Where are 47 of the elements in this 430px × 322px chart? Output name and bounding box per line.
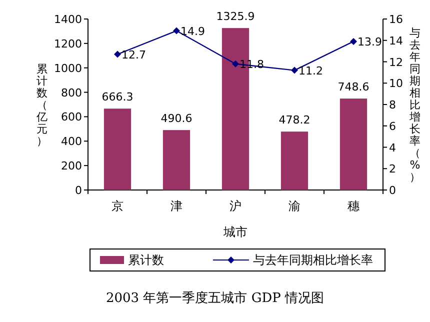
bar — [340, 98, 368, 190]
point — [173, 27, 180, 34]
y-tick-label: 1000 — [54, 62, 82, 75]
y2-tick-label: 8 — [389, 98, 396, 112]
x-tick-label: 穗 — [348, 199, 360, 213]
x-tick-label: 京 — [112, 199, 124, 213]
y2-tick-label: 6 — [389, 120, 396, 133]
y2-tick-label: 16 — [389, 13, 403, 26]
y2-tick-label: 14 — [389, 34, 403, 48]
x-tick-label: 津 — [170, 199, 182, 213]
point — [291, 66, 298, 74]
y2-tick-label: 10 — [389, 77, 403, 90]
legend-label: 累计数 — [128, 253, 164, 267]
x-axis-title: 城市 — [222, 225, 248, 239]
y2-tick-label: 2 — [389, 162, 396, 176]
y-tick-label: 200 — [61, 160, 82, 173]
y-tick-label: 1400 — [54, 13, 82, 26]
y2-tick-label: 12 — [389, 56, 403, 69]
y-tick-label: 400 — [61, 135, 82, 148]
bar — [104, 108, 132, 190]
data-label: 12.7 — [122, 48, 146, 62]
y-tick-label: 1200 — [54, 37, 82, 50]
data-label: 1325.9 — [216, 10, 255, 24]
y2-tick-label: 0 — [389, 184, 396, 197]
y-tick-label: 800 — [61, 86, 82, 100]
point — [350, 38, 357, 45]
legend-label: 与去年同期相比增长率 — [253, 253, 373, 267]
data-label: 14.9 — [180, 24, 205, 38]
data-label: 478.2 — [278, 114, 310, 127]
point — [114, 50, 121, 58]
y2-tick-label: 4 — [389, 141, 396, 154]
data-label: 748.6 — [338, 80, 370, 94]
y-tick-label: 0 — [75, 184, 82, 197]
text: 与去年同期相比增长率（%） — [410, 26, 420, 184]
data-label: 666.3 — [102, 90, 134, 104]
bar — [280, 132, 308, 190]
point — [232, 60, 239, 68]
x-tick-label: 沪 — [230, 199, 242, 213]
data-label: 490.6 — [160, 112, 192, 126]
data-label: 11.2 — [298, 64, 323, 78]
data-label: 11.8 — [240, 58, 264, 71]
bar — [162, 130, 190, 190]
data-label: 13.9 — [358, 35, 382, 48]
x-tick-label: 渝 — [288, 199, 300, 213]
y-tick-label: 600 — [61, 110, 82, 124]
y-axis-title: 累计数（亿元） — [36, 62, 48, 148]
text: 2003 年第一季度五城市 GDP 情况图 — [106, 290, 324, 306]
